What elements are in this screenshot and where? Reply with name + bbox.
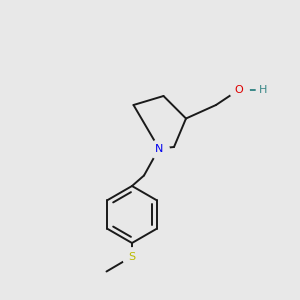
Text: O: O <box>234 85 243 95</box>
Text: H: H <box>259 85 267 95</box>
Text: S: S <box>128 251 136 262</box>
Text: N: N <box>155 143 163 154</box>
